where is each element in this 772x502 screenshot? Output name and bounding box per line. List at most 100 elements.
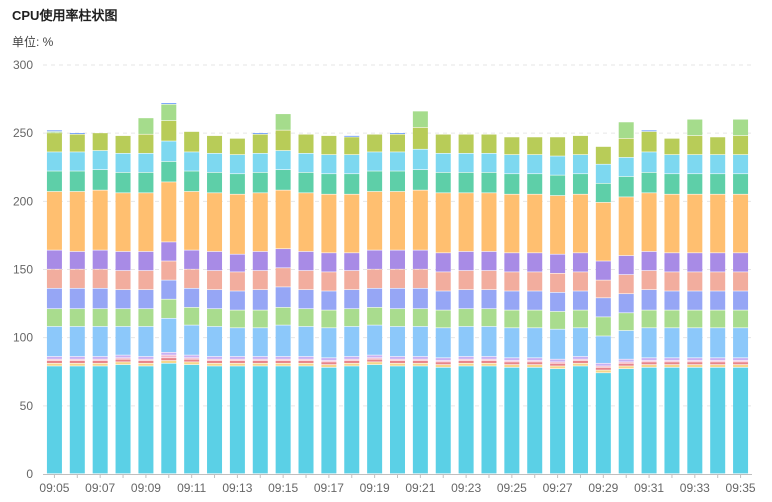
bar-segment [412,366,428,474]
bar-segment [367,307,383,325]
bar-segment [92,133,108,151]
bar-segment [252,193,268,252]
bar-segment [664,253,680,272]
bar-segment [184,355,200,358]
bar-segment [184,269,200,288]
bar-segment [481,360,497,363]
bar-segment [481,270,497,290]
bar-segment [229,328,245,357]
bar-segment [641,364,657,368]
bar-segment [275,249,291,268]
bar-segment [504,154,520,174]
bar-segment [595,367,611,370]
bar-segment [481,366,497,474]
bar-segment [412,250,428,269]
bar-segment [92,360,108,363]
bar-segment [527,328,543,358]
bar-segment [46,131,62,133]
bar-segment [252,363,268,366]
bar-segment [161,352,177,355]
bar-segment [412,111,428,128]
bar-segment [115,326,131,355]
bar-segment [527,272,543,291]
bar-segment [252,133,268,134]
bar-segment [527,310,543,328]
x-tick-label: 09:13 [222,481,252,495]
y-tick-label: 150 [13,263,33,277]
bar-segment [687,362,703,365]
bar-segment [367,358,383,359]
bar-segment [412,190,428,250]
bar-segment [641,360,657,362]
bar-segment [435,364,451,368]
y-tick-label: 200 [13,194,33,208]
bar-segment [46,356,62,359]
x-tick-label: 09:07 [85,481,115,495]
bar-segment [390,250,405,269]
bar-segment [687,272,703,291]
bar-segment [344,253,360,271]
bar-segment [115,193,131,252]
bar-segment [115,358,131,359]
bar-segment [481,193,497,252]
bar-segment [595,183,611,203]
bar-segment [69,356,85,359]
bar-segment [298,251,314,271]
bar-segment [229,291,245,310]
bar-segment [229,194,245,254]
bar-segment [92,359,108,361]
bar-segment [481,309,497,327]
bar-segment [344,360,360,363]
bar-segment [687,364,703,368]
bar-segment [595,336,611,363]
bar-segment [572,360,588,363]
bar-segment [412,169,428,190]
bar-segment [687,310,703,328]
bar-segment [229,359,245,361]
bar-segment [321,362,337,365]
bar-segment [618,138,634,158]
bar-segment [664,362,680,365]
bar-segment [550,195,566,254]
bar-segment [252,251,268,271]
bar-segment [298,193,314,252]
bar-segment [733,360,749,362]
bar-segment [275,360,291,363]
bar-segment [275,366,291,474]
y-tick-label: 100 [13,331,33,345]
bar-segment [344,137,360,155]
bar-segment [458,153,474,173]
bar-segment [550,137,566,156]
bar-segment [435,134,451,154]
bar-segment [321,328,337,358]
bar-segment [412,288,428,309]
bar-segment [321,135,337,155]
bar-segment [664,328,680,358]
bar-segment [618,294,634,313]
bar-segment [550,366,566,369]
bar-segment [710,310,726,328]
bar-segment [390,133,405,134]
bar-segment [504,291,520,310]
bar-segment [618,197,634,256]
bar-segment [115,309,131,327]
bar-segment [69,152,85,171]
bar-segment [161,182,177,242]
bar-segment [504,310,520,328]
bar-segment [641,131,657,152]
y-tick-label: 0 [26,467,33,481]
bar-segment [138,366,154,474]
bar-segment [275,268,291,287]
bar-segment [252,359,268,361]
x-tick-label: 09:27 [543,481,573,495]
bar-segment [435,362,451,365]
bar-segment [504,362,520,365]
bar-segment [184,325,200,355]
bar-segment [161,299,177,318]
bar-segment [161,363,177,474]
bar-segment [69,360,85,363]
bar-segment [390,171,405,192]
bar-segment [184,288,200,308]
bar-segment [367,191,383,250]
bar-segment [641,193,657,252]
